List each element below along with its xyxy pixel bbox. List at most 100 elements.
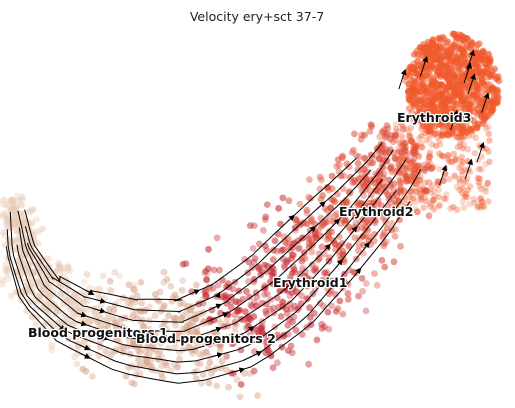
cell-point bbox=[475, 202, 482, 209]
cell-point bbox=[438, 119, 446, 126]
cell-point bbox=[254, 392, 261, 399]
cell-point bbox=[289, 284, 297, 292]
cell-point bbox=[371, 270, 378, 277]
cell-point bbox=[459, 136, 466, 143]
cell-point bbox=[302, 268, 309, 275]
cell-point bbox=[399, 139, 406, 146]
cell-point bbox=[438, 152, 445, 159]
cell-point bbox=[445, 158, 452, 165]
cell-point bbox=[43, 327, 50, 335]
cell-point bbox=[450, 97, 458, 105]
velocity-streamline bbox=[17, 149, 394, 333]
cell-point bbox=[310, 266, 318, 274]
cell-point bbox=[311, 220, 319, 228]
cell-point bbox=[408, 165, 415, 172]
cell-point bbox=[424, 38, 432, 46]
cell-point bbox=[94, 291, 101, 299]
velocity-arrow bbox=[218, 312, 229, 318]
cell-point bbox=[384, 202, 392, 210]
cell-point bbox=[129, 312, 137, 319]
cell-point bbox=[11, 221, 19, 229]
cell-point bbox=[264, 346, 272, 354]
cell-point bbox=[40, 277, 48, 285]
cell-point bbox=[290, 266, 298, 273]
cell-point bbox=[456, 178, 463, 186]
cell-point bbox=[318, 243, 326, 251]
cell-point bbox=[348, 149, 356, 156]
cell-point bbox=[206, 359, 214, 366]
cell-point bbox=[310, 309, 318, 317]
cell-point bbox=[421, 194, 428, 201]
cell-point bbox=[329, 277, 336, 285]
cell-point bbox=[365, 186, 373, 194]
cell-point bbox=[311, 286, 319, 293]
cell-point bbox=[81, 279, 88, 286]
cell-point bbox=[137, 279, 145, 286]
cell-point bbox=[136, 336, 144, 344]
cell-point bbox=[394, 166, 402, 174]
cell-point bbox=[412, 162, 420, 170]
cell-point bbox=[361, 154, 368, 162]
cell-point bbox=[393, 125, 400, 133]
cell-point bbox=[218, 357, 226, 365]
velocity-arrow bbox=[245, 326, 255, 333]
cell-point bbox=[466, 125, 473, 133]
cell-point bbox=[366, 199, 374, 207]
cell-point bbox=[284, 321, 292, 329]
cell-point bbox=[390, 258, 398, 266]
cell-point bbox=[458, 104, 466, 112]
cell-point bbox=[150, 345, 157, 353]
cell-point bbox=[438, 81, 446, 89]
cell-point bbox=[308, 215, 315, 222]
velocity-arrow bbox=[77, 311, 88, 318]
cell-point bbox=[378, 160, 386, 167]
cell-point bbox=[437, 131, 445, 139]
cell-point bbox=[410, 166, 417, 173]
cell-point bbox=[358, 275, 366, 282]
cell-point bbox=[445, 152, 452, 159]
cell-point bbox=[339, 248, 347, 255]
cell-point bbox=[198, 379, 205, 387]
cell-point bbox=[340, 278, 348, 285]
cell-point bbox=[194, 360, 201, 367]
cell-point bbox=[324, 308, 332, 316]
cell-point bbox=[145, 316, 153, 324]
cell-point bbox=[438, 122, 446, 129]
cell-point bbox=[32, 216, 40, 223]
cluster-label-erythroid3: Erythroid3 bbox=[397, 110, 471, 125]
cell-point bbox=[351, 213, 359, 221]
cell-point bbox=[413, 142, 421, 149]
cell-point bbox=[289, 318, 296, 326]
cell-point bbox=[43, 301, 50, 309]
cell-point bbox=[344, 208, 352, 216]
cell-point bbox=[426, 159, 434, 166]
cluster-label-erythroid1: Erythroid1 bbox=[273, 275, 347, 290]
cell-point bbox=[422, 188, 430, 196]
cell-point bbox=[99, 272, 107, 280]
velocity-arrow bbox=[419, 56, 429, 77]
cell-point bbox=[66, 267, 74, 275]
velocity-arrow bbox=[467, 73, 476, 94]
cell-point bbox=[451, 172, 458, 179]
cell-point bbox=[467, 183, 474, 190]
cell-point bbox=[205, 245, 212, 253]
cell-point bbox=[204, 333, 212, 340]
cell-point bbox=[236, 393, 244, 401]
cell-point bbox=[73, 360, 81, 368]
cell-point bbox=[387, 209, 394, 217]
cell-point bbox=[151, 330, 159, 338]
cell-point bbox=[270, 304, 277, 312]
cell-point bbox=[415, 162, 422, 169]
cell-point bbox=[448, 158, 456, 166]
cell-point bbox=[173, 336, 181, 343]
cell-point bbox=[465, 132, 472, 140]
cell-point bbox=[285, 197, 293, 205]
cell-point bbox=[294, 288, 301, 296]
cell-point bbox=[479, 117, 487, 124]
cell-point bbox=[157, 340, 165, 347]
cell-point bbox=[355, 153, 363, 161]
velocity-streamline bbox=[24, 142, 383, 313]
cell-point bbox=[274, 230, 282, 238]
cell-point bbox=[217, 319, 225, 327]
cell-point bbox=[7, 205, 15, 212]
